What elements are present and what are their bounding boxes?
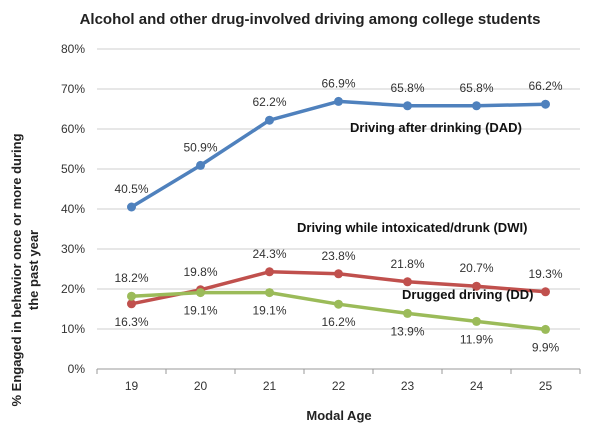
series-name-label: Driving while intoxicated/drunk (DWI)	[297, 220, 527, 235]
chart-title: Alcohol and other drug-involved driving …	[80, 11, 541, 28]
y-tick-label: 0%	[68, 362, 86, 376]
data-label: 18.2%	[114, 271, 148, 285]
data-point	[265, 115, 274, 125]
x-tick-label: 20	[194, 379, 208, 393]
y-axis-label: % Engaged in behavior once or more durin…	[9, 133, 41, 406]
data-label: 16.3%	[114, 315, 148, 329]
x-axis-ticks: 19 20 21 22 23 24 25	[96, 369, 581, 393]
x-tick-label: 23	[401, 379, 415, 393]
y-tick-label: 80%	[61, 42, 85, 56]
y-tick-label: 50%	[61, 162, 85, 176]
data-label: 65.8%	[390, 81, 424, 95]
gridlines	[97, 48, 580, 330]
series-group	[127, 96, 550, 334]
data-point	[196, 288, 205, 298]
data-point	[265, 288, 274, 298]
y-axis-label-line1: % Engaged in behavior once or more durin…	[9, 133, 24, 406]
y-tick-label: 10%	[61, 322, 85, 336]
x-tick-label: 22	[332, 379, 346, 393]
data-point	[334, 96, 343, 106]
data-label: 19.3%	[528, 267, 562, 281]
data-label: 50.9%	[183, 140, 217, 154]
data-label: 16.2%	[321, 315, 355, 329]
data-label: 11.9%	[460, 332, 493, 346]
data-label: 19.1%	[183, 304, 217, 318]
data-point	[265, 267, 274, 277]
series-name-label: Drugged driving (DD)	[402, 287, 533, 302]
data-point	[127, 299, 136, 309]
y-tick-label: 30%	[61, 242, 85, 256]
series-labels: Driving after drinking (DAD) Driving whil…	[297, 120, 533, 302]
data-label: 13.9%	[390, 324, 424, 338]
y-tick-label: 70%	[61, 82, 85, 96]
series-name-label: Driving after drinking (DAD)	[350, 120, 522, 135]
data-label: 65.8%	[459, 81, 493, 95]
data-point	[334, 299, 343, 309]
data-point	[541, 287, 550, 297]
x-tick-label: 24	[470, 379, 484, 393]
y-tick-label: 40%	[61, 202, 85, 216]
data-label: 24.3%	[252, 247, 286, 261]
y-tick-label: 60%	[61, 122, 85, 136]
data-label: 23.8%	[321, 249, 355, 263]
data-point	[403, 101, 412, 111]
data-point	[403, 308, 412, 318]
y-axis-label-line2: the past year	[26, 230, 41, 310]
data-label: 19.8%	[183, 265, 217, 279]
data-point	[472, 101, 481, 111]
data-point	[472, 316, 481, 326]
y-tick-label: 20%	[61, 282, 85, 296]
data-labels: 40.5% 50.9% 62.2% 66.9% 65.8% 65.8% 66.2% 16.3%…	[114, 76, 562, 354]
data-label: 21.8%	[390, 257, 424, 271]
data-point	[403, 277, 412, 287]
y-axis-ticks: 0% 10% 20% 30% 40% 50% 60% 70% 80%	[61, 42, 85, 376]
data-point	[334, 269, 343, 279]
data-point	[472, 281, 481, 291]
data-label: 62.2%	[252, 95, 286, 109]
x-tick-label: 25	[539, 379, 553, 393]
x-tick-label: 19	[125, 379, 139, 393]
data-point	[541, 324, 550, 334]
data-label: 19.1%	[252, 304, 286, 318]
data-label: 9.9%	[532, 340, 560, 354]
x-axis-label: Modal Age	[306, 408, 371, 423]
data-label: 66.9%	[321, 76, 355, 90]
data-label: 40.5%	[114, 182, 148, 196]
data-label: 66.2%	[528, 79, 562, 93]
data-point	[127, 291, 136, 301]
x-tick-label: 21	[263, 379, 277, 393]
data-label: 20.7%	[459, 261, 493, 275]
data-point	[196, 160, 205, 170]
data-point	[127, 202, 136, 212]
data-point	[541, 99, 550, 109]
